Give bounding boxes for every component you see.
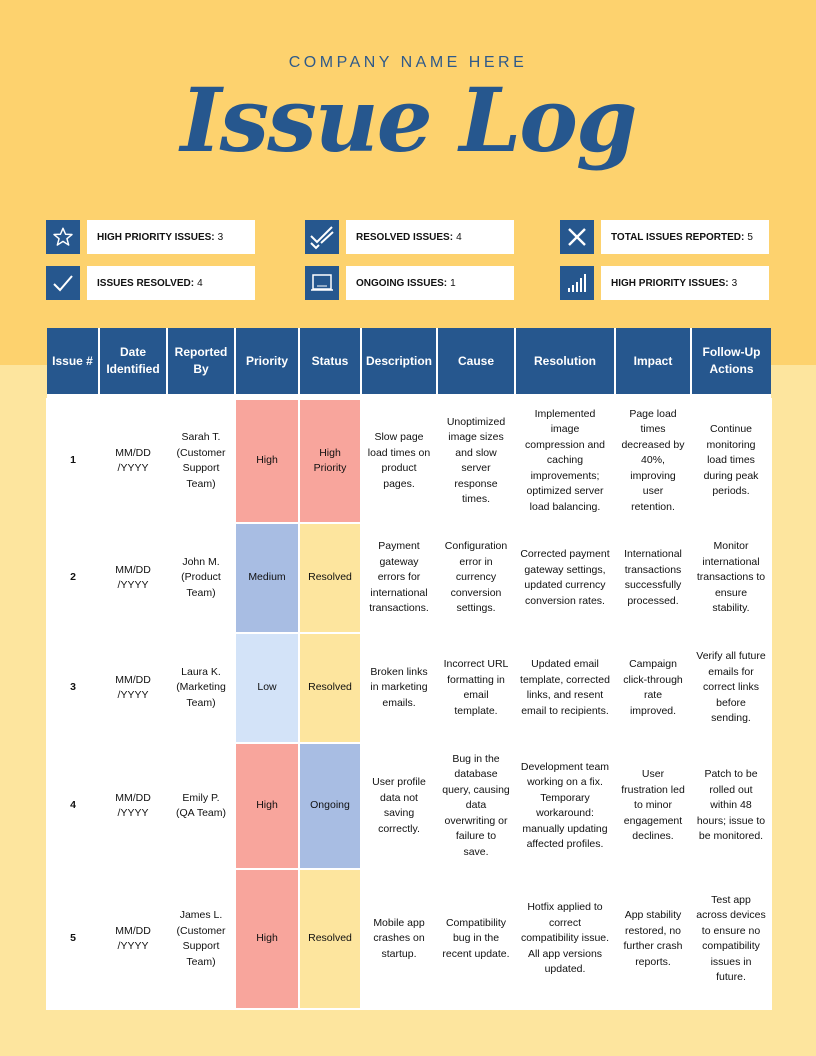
reporter-cell: James L. (Customer Support Team) <box>166 868 236 1010</box>
reporter-cell: Emily P. (QA Team) <box>166 742 236 870</box>
column-header: Description <box>361 328 438 394</box>
cause-cell: Bug in the database query, causing data … <box>436 742 516 870</box>
table-row: 3 MM/DD /YYYY Laura K. (Marketing Team) … <box>46 632 772 744</box>
issue-number: 1 <box>46 398 100 524</box>
date-cell: MM/DD /YYYY <box>98 398 168 524</box>
description-cell: Mobile app crashes on startup. <box>360 868 438 1010</box>
followup-cell: Test app across devices to ensure no com… <box>690 868 772 1010</box>
stat-value: 3 <box>217 231 224 243</box>
cause-cell: Unoptimized image sizes and slow server … <box>436 398 516 524</box>
column-header: Issue # <box>47 328 100 394</box>
table-row: 4 MM/DD /YYYY Emily P. (QA Team) High On… <box>46 742 772 870</box>
status-cell: Resolved <box>298 868 362 1010</box>
date-cell: MM/DD /YYYY <box>98 632 168 744</box>
double-check-icon <box>305 220 339 254</box>
date-cell: MM/DD /YYYY <box>98 868 168 1010</box>
resolution-cell: Hotfix applied to correct compatibility … <box>514 868 616 1010</box>
impact-cell: User frustration led to minor engagement… <box>614 742 692 870</box>
stat-label: HIGH PRIORITY ISSUES: <box>611 277 729 289</box>
table-row: 2 MM/DD /YYYY John M. (Product Team) Med… <box>46 522 772 634</box>
status-cell: Resolved <box>298 522 362 634</box>
description-cell: Payment gateway errors for international… <box>360 522 438 634</box>
column-header: Status <box>299 328 362 394</box>
priority-cell: Medium <box>234 522 300 634</box>
stat-label: ONGOING ISSUES: <box>356 277 448 289</box>
stat-high-priority: HIGH PRIORITY ISSUES: 3 <box>46 220 255 254</box>
followup-cell: Continue monitoring load times during pe… <box>690 398 772 524</box>
stat-value: 4 <box>197 277 203 289</box>
issue-number: 5 <box>46 868 100 1010</box>
column-header: Follow-Up Actions <box>691 328 771 394</box>
priority-cell: High <box>234 742 300 870</box>
resolution-cell: Development team working on a fix. Tempo… <box>514 742 616 870</box>
description-cell: User profile data not saving correctly. <box>360 742 438 870</box>
followup-cell: Monitor international transactions to en… <box>690 522 772 634</box>
column-header: Date Identified <box>99 328 168 394</box>
stat-label: HIGH PRIORITY ISSUES: <box>97 231 215 243</box>
header-band <box>0 0 816 365</box>
date-cell: MM/DD /YYYY <box>98 742 168 870</box>
cause-cell: Incorrect URL formatting in email templa… <box>436 632 516 744</box>
resolution-cell: Updated email template, corrected links,… <box>514 632 616 744</box>
reporter-cell: Laura K. (Marketing Team) <box>166 632 236 744</box>
issue-table: Issue # Date Identified Reported By Prio… <box>46 328 772 1010</box>
page-title: Issue Log <box>180 68 638 172</box>
resolution-cell: Corrected payment gateway settings, upda… <box>514 522 616 634</box>
column-header: Resolution <box>515 328 616 394</box>
impact-cell: Page load times decreased by 40%, improv… <box>614 398 692 524</box>
table-row: 5 MM/DD /YYYY James L. (Customer Support… <box>46 868 772 1010</box>
resolution-cell: Implemented image compression and cachin… <box>514 398 616 524</box>
stat-value: 3 <box>731 277 738 289</box>
reporter-cell: John M. (Product Team) <box>166 522 236 634</box>
cause-cell: Compatibility bug in the recent update. <box>436 868 516 1010</box>
reporter-cell: Sarah T. (Customer Support Team) <box>166 398 236 524</box>
table-header-row: Issue # Date Identified Reported By Prio… <box>47 328 771 394</box>
description-cell: Broken links in marketing emails. <box>360 632 438 744</box>
status-cell: High Priority <box>298 398 362 524</box>
date-cell: MM/DD /YYYY <box>98 522 168 634</box>
star-icon <box>46 220 80 254</box>
stat-issues-resolved: ISSUES RESOLVED: 4 <box>46 266 255 300</box>
stat-value: 4 <box>456 231 462 243</box>
stat-total-reported: TOTAL ISSUES REPORTED: 5 <box>560 220 769 254</box>
company-name: COMPANY NAME HERE <box>288 54 528 71</box>
issue-number: 2 <box>46 522 100 634</box>
column-header: Cause <box>437 328 516 394</box>
issue-number: 4 <box>46 742 100 870</box>
check-icon <box>46 266 80 300</box>
priority-cell: High <box>234 868 300 1010</box>
stat-value: 1 <box>450 277 456 289</box>
status-cell: Resolved <box>298 632 362 744</box>
priority-cell: Low <box>234 632 300 744</box>
impact-cell: App stability restored, no further crash… <box>614 868 692 1010</box>
followup-cell: Verify all future emails for correct lin… <box>690 632 772 744</box>
stat-resolved-issues: RESOLVED ISSUES: 4 <box>305 220 514 254</box>
impact-cell: Campaign click-through rate improved. <box>614 632 692 744</box>
x-mark-icon <box>560 220 594 254</box>
column-header: Reported By <box>167 328 236 394</box>
issue-number: 3 <box>46 632 100 744</box>
impact-cell: International transactions successfully … <box>614 522 692 634</box>
column-header: Priority <box>235 328 300 394</box>
monitor-icon <box>305 266 339 300</box>
stat-value: 5 <box>747 231 753 243</box>
column-header: Impact <box>615 328 692 394</box>
cause-cell: Configuration error in currency conversi… <box>436 522 516 634</box>
stat-label: TOTAL ISSUES REPORTED: <box>611 231 745 243</box>
stat-high-priority-2: HIGH PRIORITY ISSUES: 3 <box>560 266 769 300</box>
priority-cell: High <box>234 398 300 524</box>
bar-chart-icon <box>560 266 594 300</box>
status-cell: Ongoing <box>298 742 362 870</box>
stat-ongoing-issues: ONGOING ISSUES: 1 <box>305 266 514 300</box>
description-cell: Slow page load times on product pages. <box>360 398 438 524</box>
table-row: 1 MM/DD /YYYY Sarah T. (Customer Support… <box>46 398 772 524</box>
stat-label: RESOLVED ISSUES: <box>356 231 454 243</box>
stat-label: ISSUES RESOLVED: <box>97 277 195 289</box>
followup-cell: Patch to be rolled out within 48 hours; … <box>690 742 772 870</box>
